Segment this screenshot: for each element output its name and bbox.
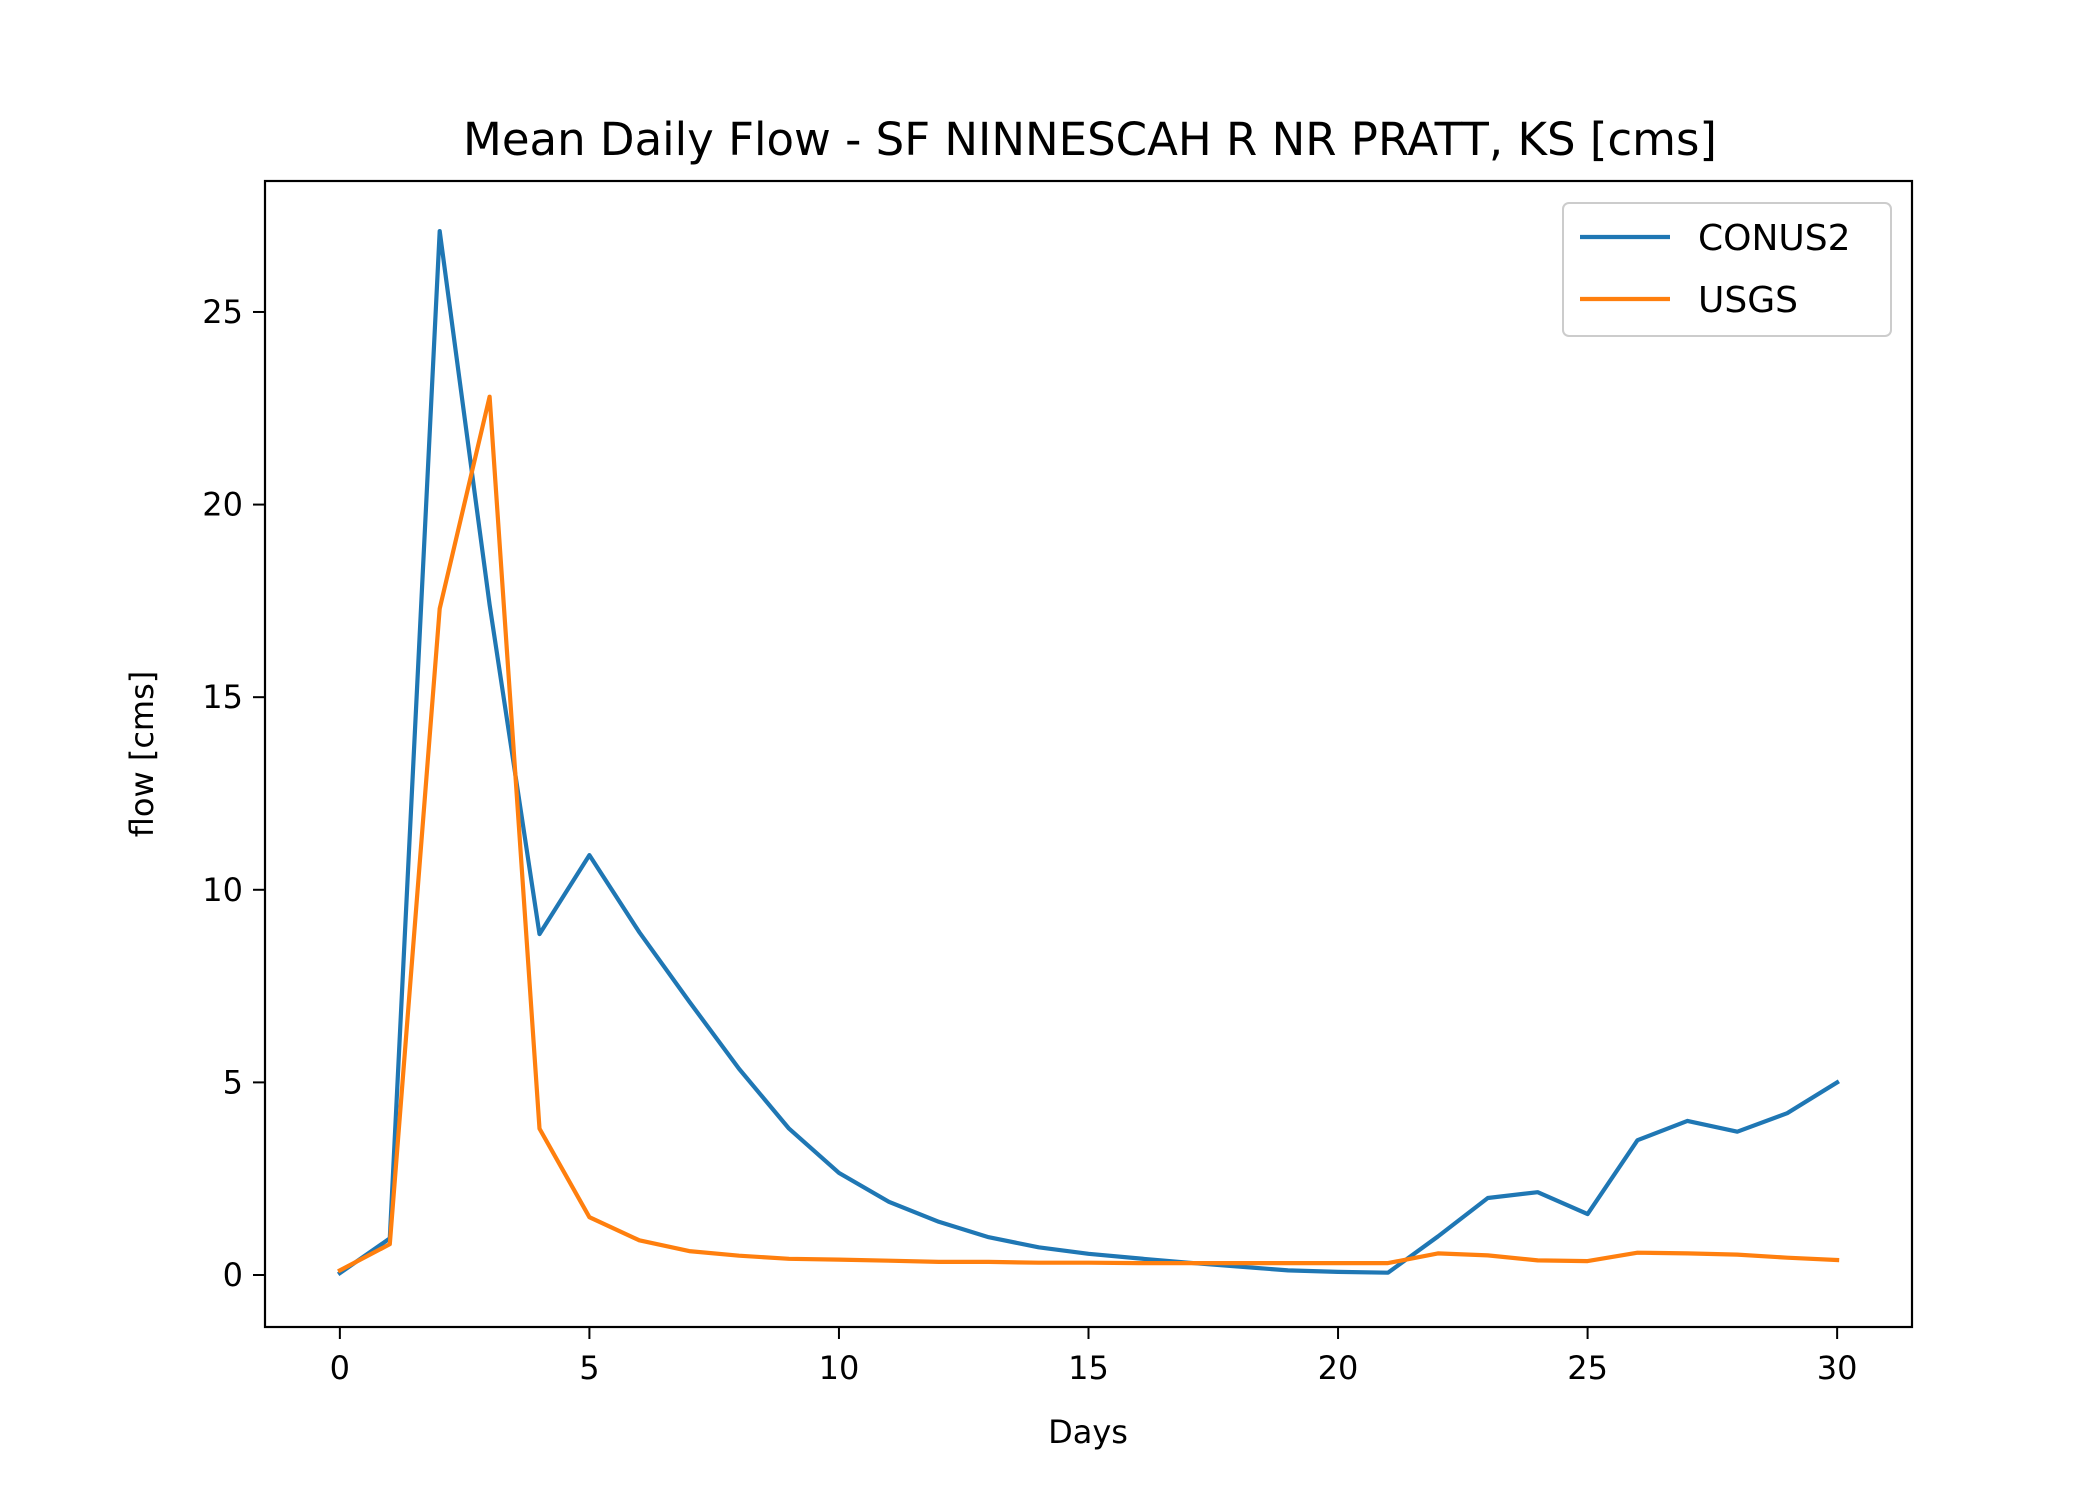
x-tick-label: 25 [1567,1349,1608,1387]
y-tick-label: 10 [202,871,243,909]
x-tick-label: 30 [1817,1349,1858,1387]
legend-label-usgs: USGS [1698,280,1798,321]
plot-area [336,229,1840,1277]
axis-ticks: 0 5 10 15 20 25 30 0 5 10 15 20 25 [202,293,1857,1387]
y-tick-label: 25 [202,293,243,331]
y-tick-label: 20 [202,486,243,524]
legend: CONUS2 USGS [1562,202,1892,337]
legend-label-conus2: CONUS2 [1698,218,1851,259]
y-tick-label: 5 [223,1063,243,1101]
chart-title: Mean Daily Flow - SF NINNESCAH R NR PRAT… [463,113,1717,166]
y-axis-label: flow [cms] [123,671,161,837]
x-tick-label: 10 [819,1349,860,1387]
series-line-usgs [337,394,1840,1274]
x-tick-label: 5 [579,1349,599,1387]
x-tick-label: 0 [330,1349,350,1387]
x-tick-label: 20 [1318,1349,1359,1387]
y-tick-label: 15 [202,678,243,716]
x-axis-label: Days [1048,1413,1128,1451]
x-tick-label: 15 [1068,1349,1109,1387]
y-tick-label: 0 [223,1256,243,1294]
series-line-conus2 [336,229,1840,1277]
